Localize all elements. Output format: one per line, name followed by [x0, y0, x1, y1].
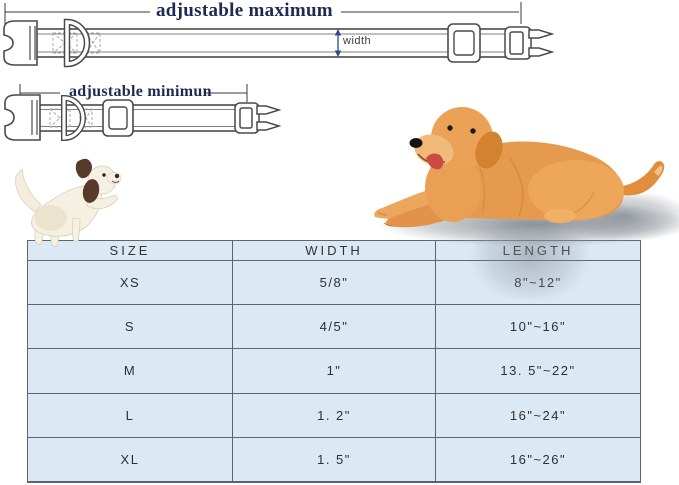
dog-nose: [409, 138, 423, 148]
table-cell-length: 10"~16": [436, 305, 640, 350]
table-cell-width: 1. 5": [233, 437, 436, 482]
table-cell-size: L: [28, 393, 233, 438]
tri-glide-slider: [447, 23, 481, 63]
male-buckle: [234, 102, 282, 134]
d-ring: [61, 94, 86, 142]
dog-tongue: [426, 153, 444, 170]
table-cell-size: M: [28, 349, 233, 394]
collar-diagram-maximum: [3, 2, 555, 68]
puppy-ear-up: [75, 158, 92, 179]
male-buckle: [504, 26, 555, 60]
width-arrow: [334, 29, 342, 57]
table-cell-width: 1": [233, 349, 436, 394]
puppy-illustration: [15, 158, 122, 247]
collar-strap: [34, 28, 512, 58]
table-cell-length: 16"~24": [436, 393, 640, 438]
table-cell-size: XS: [28, 261, 233, 306]
adjustable-minimum-label: adjustable minimun: [69, 83, 212, 100]
dog-ear: [475, 131, 503, 169]
table-cell-length: 16"~26": [436, 437, 640, 482]
female-buckle: [3, 20, 38, 66]
adjustable-maximum-label: adjustable maximum: [156, 0, 333, 21]
table-cell-size: XL: [28, 437, 233, 482]
puppy-ear-down: [82, 179, 100, 203]
table-cell-width: 1. 2": [233, 393, 436, 438]
table-cell-width: 5/8": [233, 261, 436, 306]
column-header-size: SIZE: [28, 241, 233, 261]
table-cell-width: 4/5": [233, 305, 436, 350]
collar-diagram-minimum: [4, 84, 282, 142]
tri-glide-slider: [102, 99, 134, 137]
female-buckle: [4, 94, 41, 141]
d-ring: [63, 18, 91, 68]
golden-retriever-illustration: [374, 107, 679, 300]
width-dimension-label: width: [343, 35, 372, 47]
table-cell-size: S: [28, 305, 233, 350]
collar-strap: [37, 104, 241, 132]
column-header-width: WIDTH: [233, 241, 436, 261]
table-cell-length: 13. 5"~22": [436, 349, 640, 394]
